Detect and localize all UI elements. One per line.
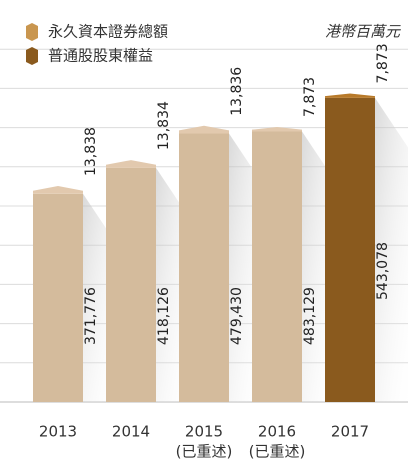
bar-segment [179,133,229,402]
unit-label: 港幣百萬元 [325,23,401,41]
value-label: 371,776 [83,287,99,345]
value-label: 7,873 [302,77,318,117]
legend-label: 永久資本證券總額 [48,23,168,41]
legend-icon [26,47,38,65]
x-tick-label: 2013 [39,423,77,441]
x-tick-note: (已重述) [176,443,233,461]
bar-cap [179,125,229,134]
value-label: 13,836 [229,67,245,116]
value-label: 483,129 [302,287,318,345]
shadow [375,97,408,402]
value-label: 418,126 [156,287,172,345]
bar-cap [252,127,302,132]
x-tick-label: 2015 [185,423,223,441]
x-tick-label: 2016 [258,423,296,441]
value-label: 543,078 [375,242,391,300]
bar-cap [33,186,83,194]
bar-segment [252,131,302,402]
value-label: 479,430 [229,287,245,345]
x-tick-note: (已重述) [249,443,306,461]
x-tick-label: 2014 [112,423,150,441]
value-label: 7,873 [375,43,391,83]
bar-segment [106,167,156,402]
value-label: 13,834 [156,101,172,150]
bar-segment [33,193,83,402]
legend-icon [26,23,38,41]
x-tick-label: 2017 [331,423,369,441]
bar-cap [106,160,156,168]
legend-label: 普通股股東權益 [48,47,153,65]
value-label: 13,838 [83,127,99,176]
bar-segment [325,97,375,403]
bar-cap [325,93,375,98]
